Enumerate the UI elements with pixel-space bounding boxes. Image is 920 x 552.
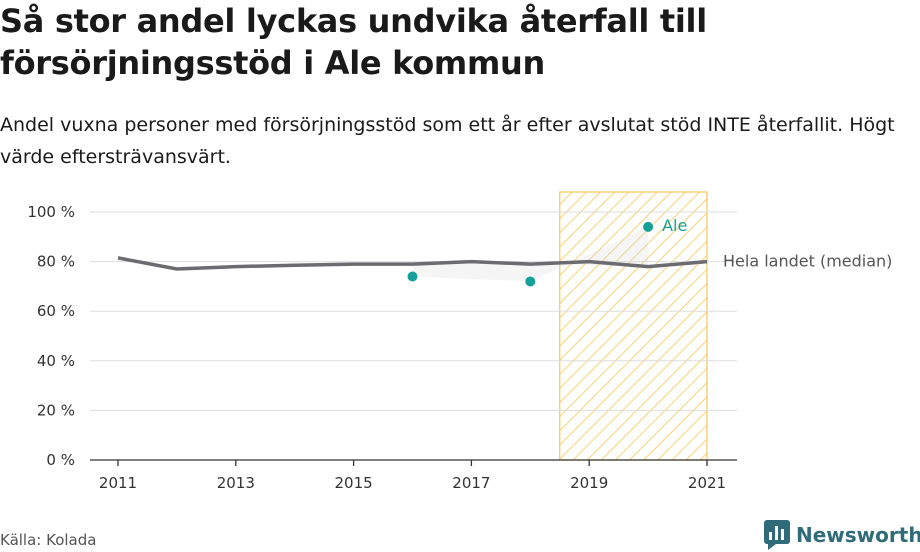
source-note: Källa: Kolada — [0, 531, 97, 549]
difference-band — [412, 226, 649, 282]
x-tick-label: 2021 — [688, 474, 726, 492]
y-tick-label: 80 % — [37, 253, 75, 271]
x-tick-label: 2015 — [335, 474, 373, 492]
chart-title: Så stor andel lyckas undvika återfall ti… — [0, 2, 707, 82]
series-label-ale: Ale — [662, 216, 687, 235]
y-tick-label: 60 % — [37, 302, 75, 320]
y-tick-label: 100 % — [27, 203, 75, 221]
brand-name: Newsworthy — [796, 523, 920, 547]
data-point-ale — [407, 271, 418, 282]
y-tick-label: 0 % — [46, 451, 75, 469]
y-tick-label: 20 % — [37, 401, 75, 419]
x-tick-label: 2011 — [99, 474, 137, 492]
x-tick-label: 2013 — [217, 474, 255, 492]
data-point-ale — [525, 276, 536, 287]
series-line-median — [117, 256, 708, 271]
data-point-ale — [643, 221, 654, 232]
highlight-period — [559, 191, 708, 461]
chart-subtitle: Andel vuxna personer med försörjningsstö… — [0, 114, 895, 168]
x-tick-label: 2019 — [570, 474, 608, 492]
series-label-median: Hela landet (median) — [723, 252, 892, 271]
newsworthy-logo: Newsworthy — [764, 518, 920, 552]
x-tick-label: 2017 — [452, 474, 490, 492]
newsworthy-icon — [764, 520, 790, 550]
y-tick-label: 40 % — [37, 352, 75, 370]
